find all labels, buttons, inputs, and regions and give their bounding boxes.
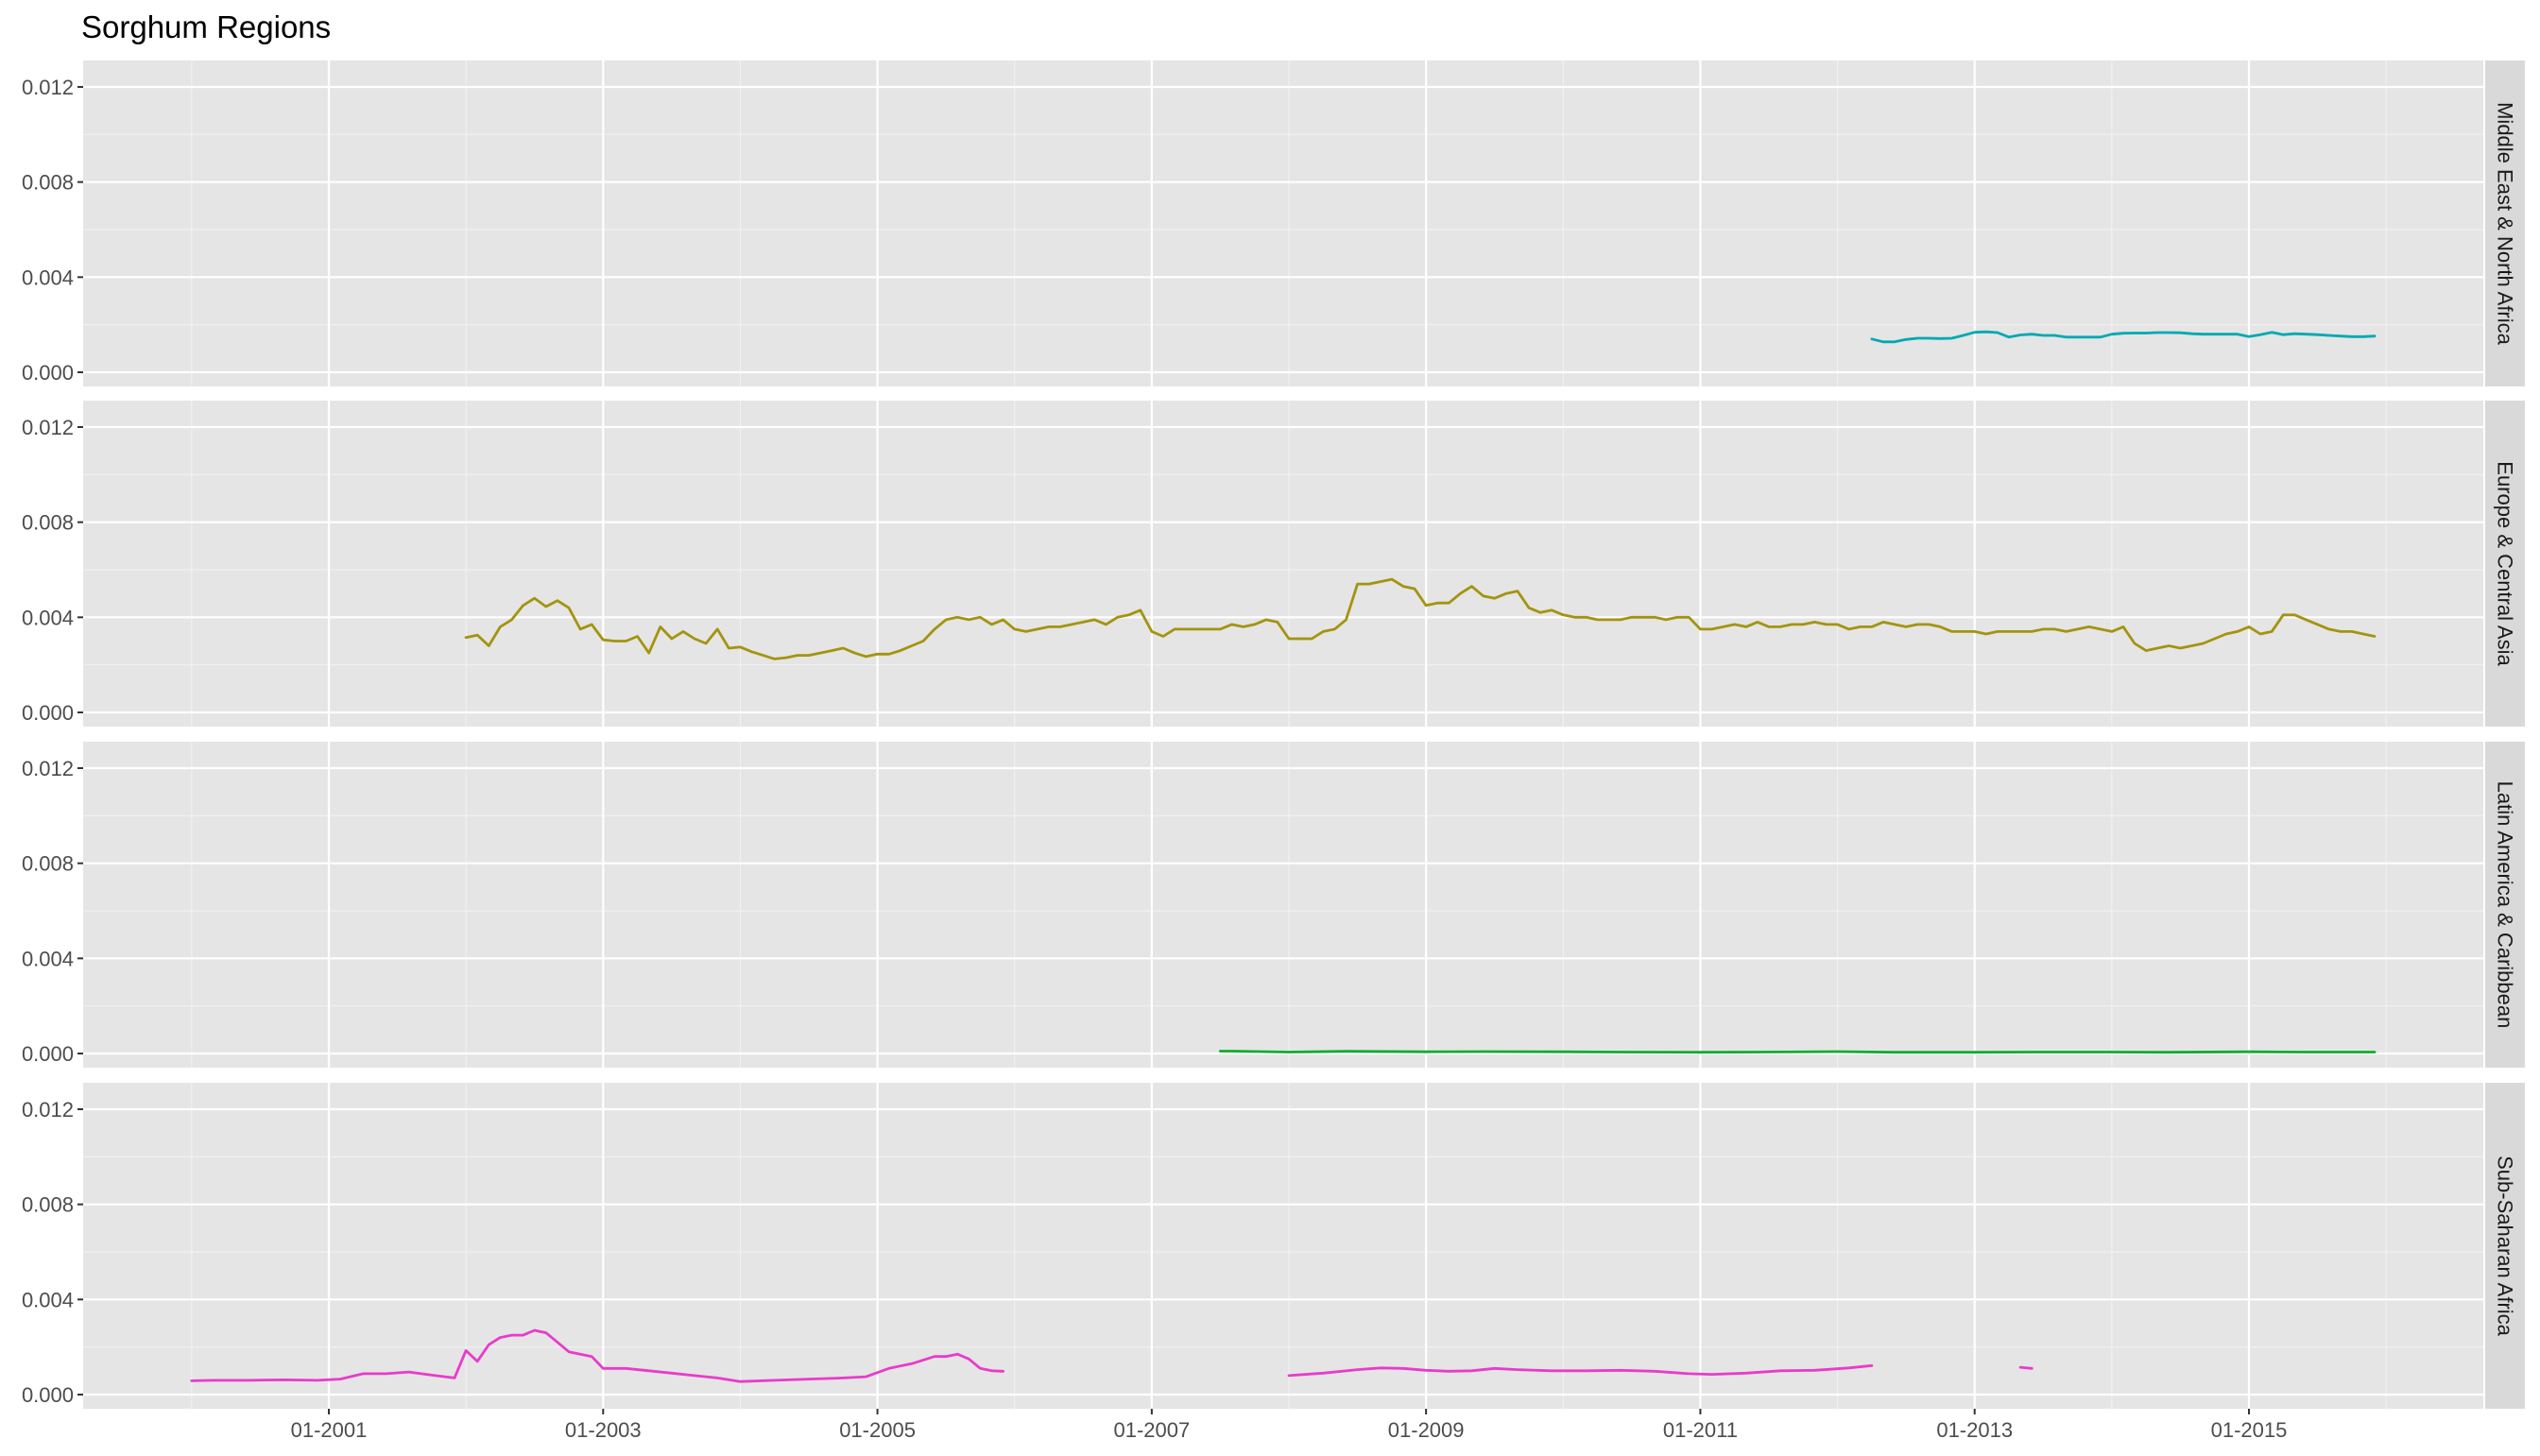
y-tick-label: 0.004 xyxy=(22,606,74,629)
y-tick-label: 0.000 xyxy=(22,1042,74,1066)
x-tick-label: 01-2013 xyxy=(1936,1418,2013,1442)
x-tick-label: 01-2009 xyxy=(1388,1418,1465,1442)
series-line xyxy=(1219,1050,2377,1054)
facet-panel: 0.000 0.004 0.008 0.012 Latin America & Cari… xyxy=(22,742,2525,1068)
x-tick-label: 01-2015 xyxy=(2211,1418,2288,1442)
panel-background xyxy=(83,401,2483,727)
x-tick-label: 01-2011 xyxy=(1663,1418,1738,1442)
panel-background xyxy=(83,1083,2483,1409)
facet-strip-label: Middle East & North Africa xyxy=(2494,102,2517,346)
facet-strip xyxy=(2485,1083,2525,1409)
y-tick-label: 0.012 xyxy=(22,757,74,780)
facet-strip-label: Europe & Central Asia xyxy=(2494,461,2517,666)
chart-title: Sorghum Regions xyxy=(81,9,331,44)
series-line xyxy=(1870,330,2377,344)
facet-panels: 0.000 0.004 0.008 0.012 Middle East & North … xyxy=(22,60,2525,1409)
series-line xyxy=(464,577,2377,660)
x-tick-label: 01-2001 xyxy=(291,1418,368,1442)
y-tick-label: 0.000 xyxy=(22,1383,74,1407)
facet-strip xyxy=(2485,60,2525,386)
x-tick-label: 01-2003 xyxy=(565,1418,642,1442)
panel-background xyxy=(83,742,2483,1068)
series-line xyxy=(2018,1365,2034,1370)
y-tick-label: 0.000 xyxy=(22,701,74,725)
series-line xyxy=(190,1328,1004,1383)
facet-strip xyxy=(2485,742,2525,1068)
x-tick-label: 01-2007 xyxy=(1113,1418,1190,1442)
y-tick-label: 0.012 xyxy=(22,76,74,99)
y-tick-label: 0.008 xyxy=(22,171,74,195)
y-tick-label: 0.008 xyxy=(22,852,74,876)
y-tick-label: 0.012 xyxy=(22,416,74,439)
series-line xyxy=(1287,1363,1874,1378)
y-tick-label: 0.000 xyxy=(22,361,74,385)
facet-strip xyxy=(2485,401,2525,727)
facet-panel: 0.000 0.004 0.008 0.012 Middle East & North … xyxy=(22,60,2525,386)
y-tick-label: 0.004 xyxy=(22,266,74,289)
facet-strip-label: Latin America & Caribbean xyxy=(2494,781,2517,1029)
x-axis: 01-2001 01-2003 01-2005 01-2007 01-2009 01-20… xyxy=(291,1409,2288,1442)
y-tick-label: 0.008 xyxy=(22,511,74,535)
panel-background xyxy=(83,60,2483,386)
y-tick-label: 0.008 xyxy=(22,1193,74,1217)
y-tick-label: 0.004 xyxy=(22,1288,74,1311)
facet-strip-label: Sub-Saharan Africa xyxy=(2494,1156,2517,1337)
facet-panel: 0.000 0.004 0.008 0.012 Sub-Saharan Africa xyxy=(22,1083,2525,1409)
y-tick-label: 0.004 xyxy=(22,947,74,970)
y-tick-label: 0.012 xyxy=(22,1098,74,1122)
facet-panel: 0.000 0.004 0.008 0.012 Europe & Central Asi… xyxy=(22,401,2525,727)
x-tick-label: 01-2005 xyxy=(839,1418,916,1442)
